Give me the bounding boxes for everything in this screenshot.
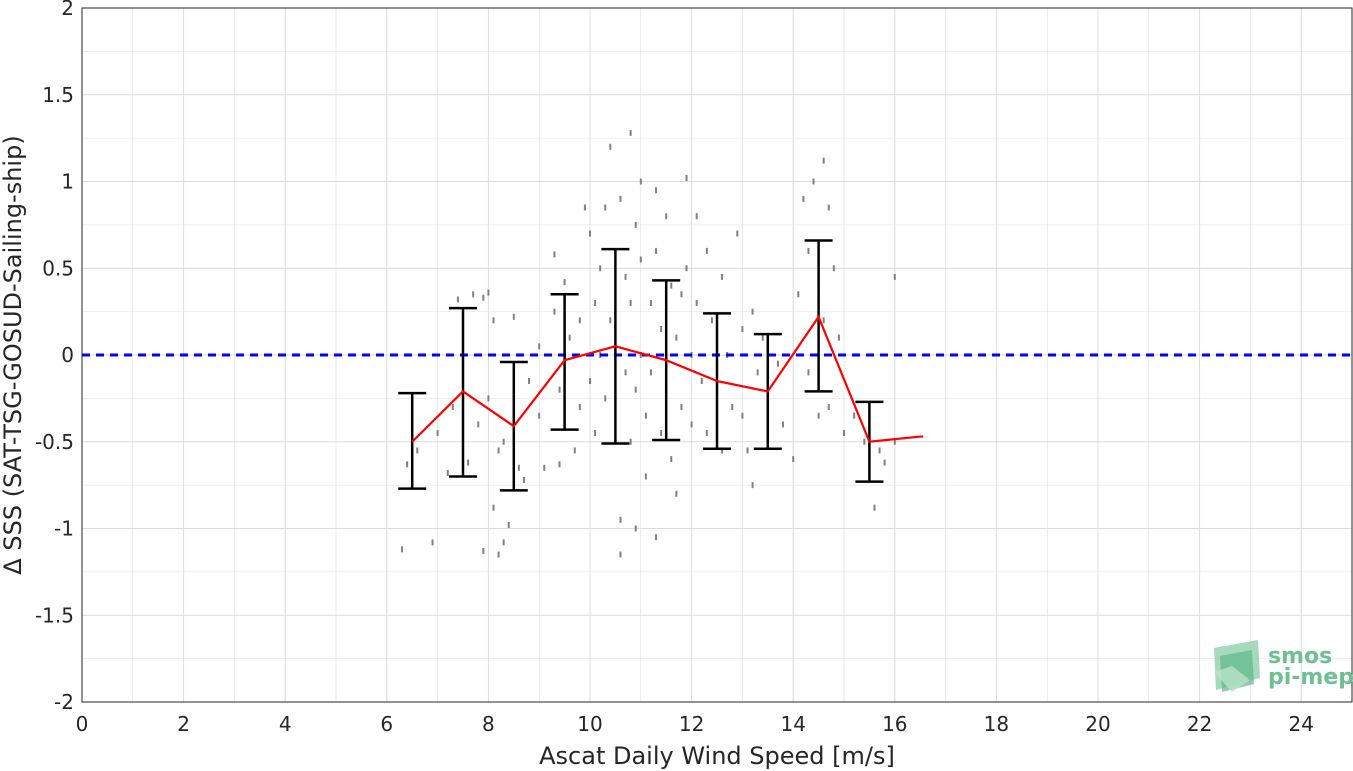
x-axis-label: Ascat Daily Wind Speed [m/s] (539, 742, 895, 770)
y-axis-label: Δ SSS (SAT-TSG-GOSUD-Sailing-ship) (0, 135, 27, 574)
x-tick-label: 24 (1288, 712, 1313, 736)
x-tick-label: 2 (177, 712, 190, 736)
x-tick-label: 16 (882, 712, 907, 736)
logo-line-2: pi-mep (1268, 665, 1353, 690)
y-tick-label: -1.5 (35, 603, 74, 627)
logo-mark-icon (1214, 640, 1260, 692)
x-tick-label: 6 (380, 712, 393, 736)
x-tick-label: 10 (577, 712, 602, 736)
x-tick-labels: 0 2 4 6 8 10 12 14 16 18 20 22 24 (76, 712, 1314, 736)
y-tick-label: -2 (54, 690, 74, 714)
y-tick-label: 2 (61, 0, 74, 20)
scatter-points (401, 129, 896, 558)
y-tick-labels: -2 -1.5 -1 -0.5 0 0.5 1 1.5 2 (35, 0, 74, 714)
x-tick-label: 8 (482, 712, 495, 736)
y-tick-label: 1.5 (42, 83, 74, 107)
x-tick-label: 22 (1187, 712, 1212, 736)
logo-line-1: smos (1268, 644, 1332, 669)
x-tick-label: 12 (679, 712, 704, 736)
y-tick-label: 0.5 (42, 256, 74, 280)
y-tick-label: -1 (54, 517, 74, 541)
plot-frame (81, 7, 1353, 703)
y-tick-label: 1 (61, 170, 74, 194)
y-tick-label: 0 (61, 343, 74, 367)
y-tick-label: -0.5 (35, 430, 74, 454)
x-tick-label: 18 (984, 712, 1009, 736)
mean-line (411, 314, 924, 443)
smos-pi-mep-logo: smos pi-mep (1214, 640, 1353, 692)
x-tick-label: 4 (279, 712, 292, 736)
x-tick-label: 20 (1085, 712, 1110, 736)
x-tick-label: 0 (76, 712, 89, 736)
x-tick-label: 14 (780, 712, 805, 736)
